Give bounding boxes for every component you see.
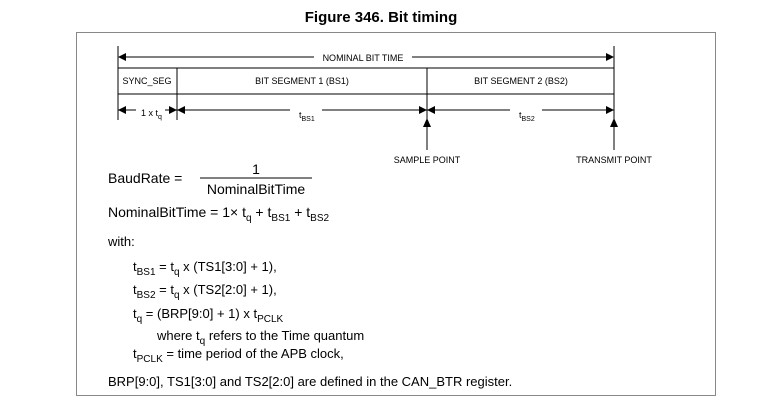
tq-arrow-left [118, 106, 126, 114]
tq-explanation: where tq refers to the Time quantum [157, 328, 365, 347]
tbs1-formula: tBS1 = tq x (TS1[3:0] + 1), [133, 259, 277, 278]
segment-sync: SYNC_SEG [122, 76, 171, 86]
with-label: with: [108, 234, 135, 249]
tpclk-explanation: tPCLK = time period of the APB clock, [133, 346, 344, 365]
baud-rate-lhs: BaudRate = [108, 170, 183, 186]
segment-bar [117, 67, 615, 95]
transmit-point-label: TRANSMIT POINT [576, 155, 652, 165]
nominal-bit-time-label: NOMINAL BIT TIME [323, 53, 404, 63]
bs1-arrow-left [177, 106, 185, 114]
tq-arrow-right [169, 106, 177, 114]
tq-formula: tq = (BRP[9:0] + 1) x tPCLK [133, 306, 284, 325]
bs2-arrow-left [427, 106, 435, 114]
bs1-arrow-right [419, 106, 427, 114]
figure-title: Figure 346. Bit timing [304, 9, 458, 26]
bs2-arrow-right [606, 106, 614, 114]
nominal-right-arrow [606, 53, 614, 61]
segment-bs2: BIT SEGMENT 2 (BS2) [474, 76, 568, 86]
tbs1-label: tBS1 [299, 110, 315, 123]
tbs2-label: tBS2 [519, 110, 535, 123]
sample-point-label: SAMPLE POINT [394, 155, 461, 165]
transmit-point-arrow [610, 118, 618, 127]
tq-label: 1 x tq [141, 108, 162, 121]
baud-numerator: 1 [252, 161, 260, 177]
figure-frame [76, 32, 716, 396]
nominal-bit-time-formula: NominalBitTime = 1× tq + tBS1 + tBS2 [108, 204, 330, 224]
tbs2-formula: tBS2 = tq x (TS2[2:0] + 1), [133, 282, 277, 301]
baud-denominator: NominalBitTime [206, 181, 306, 197]
segment-bs1: BIT SEGMENT 1 (BS1) [255, 76, 349, 86]
sample-point-arrow [423, 118, 431, 127]
register-note: BRP[9:0], TS1[3:0] and TS2[2:0] are defi… [108, 374, 513, 389]
nominal-left-arrow [118, 53, 126, 61]
